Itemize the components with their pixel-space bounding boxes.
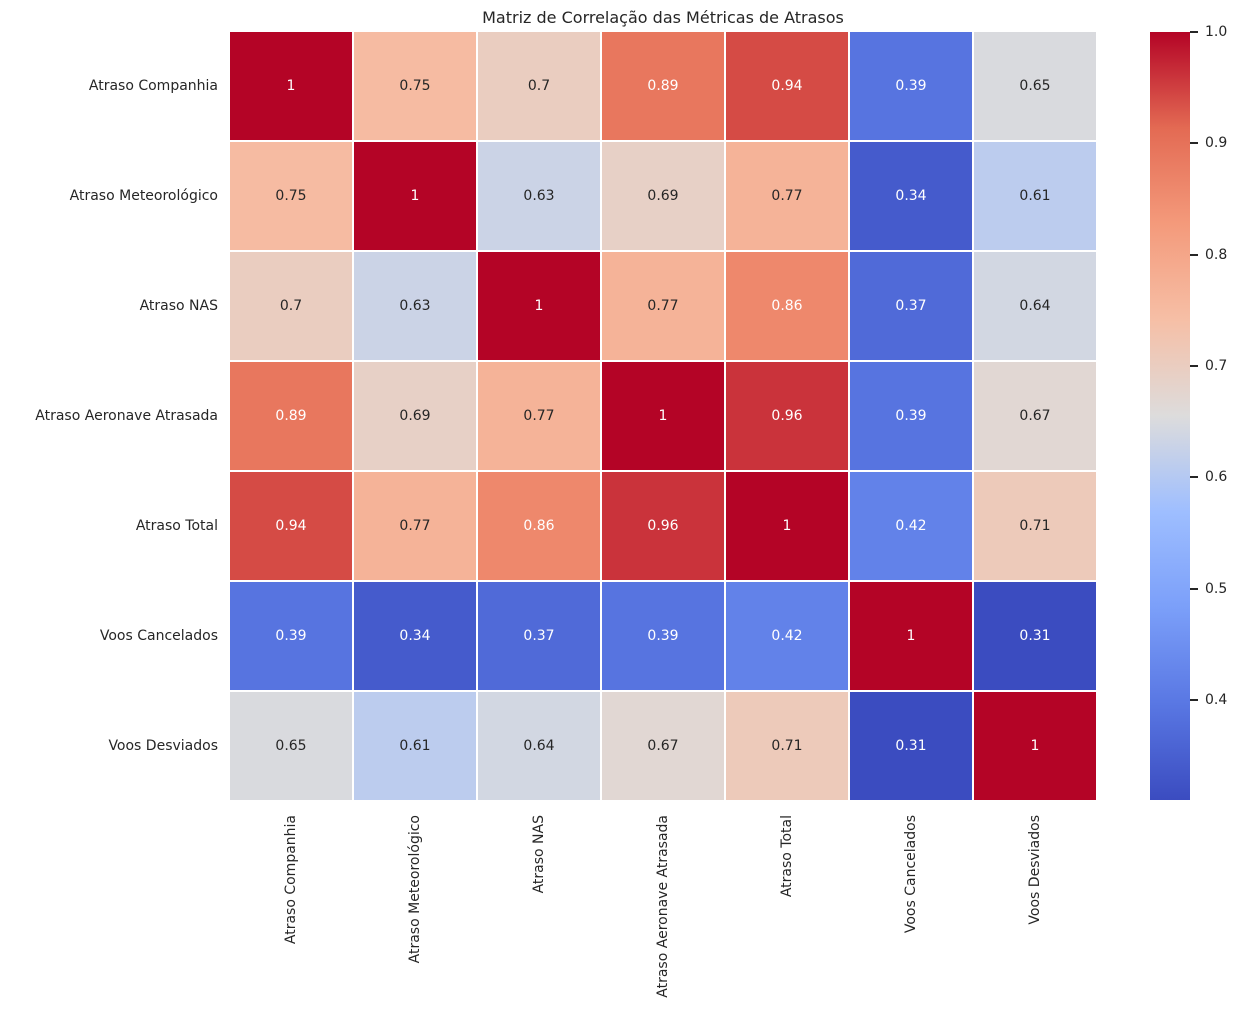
colorbar-tick-mark <box>1190 364 1198 367</box>
heatmap-cell: 0.69 <box>602 142 724 250</box>
heatmap-cell: 1 <box>974 692 1096 800</box>
x-tick-label: Atraso Meteorológico <box>407 815 423 964</box>
colorbar-tick-mark <box>1190 31 1198 33</box>
heatmap-cell: 0.69 <box>354 362 476 470</box>
heatmap-cell: 0.77 <box>478 362 600 470</box>
heatmap-cell: 0.39 <box>850 32 972 140</box>
heatmap-cell: 1 <box>726 472 848 580</box>
heatmap-cell: 0.31 <box>974 582 1096 690</box>
heatmap-cell: 0.89 <box>602 32 724 140</box>
x-tick-label: Atraso Aeronave Atrasada <box>655 815 671 998</box>
heatmap-cell: 1 <box>602 362 724 470</box>
colorbar-tick-label: 0.4 <box>1205 691 1228 708</box>
heatmap-cell: 0.71 <box>726 692 848 800</box>
heatmap-cell: 0.75 <box>354 32 476 140</box>
x-tick-label: Voos Cancelados <box>903 815 919 934</box>
heatmap-cell: 0.39 <box>602 582 724 690</box>
heatmap-grid: 1 0.75 0.7 0.89 0.94 0.39 0.65 0.75 1 0.63 0.69 0.7… <box>230 32 1096 800</box>
colorbar-tick-mark <box>1190 587 1198 590</box>
heatmap-cell: 0.71 <box>974 472 1096 580</box>
colorbar-tick-mark <box>1190 476 1198 479</box>
heatmap-cell: 0.37 <box>478 582 600 690</box>
y-tick-label: Atraso Companhia <box>88 78 218 94</box>
y-tick-label: Voos Cancelados <box>99 628 218 644</box>
heatmap-cell: 0.64 <box>974 252 1096 360</box>
heatmap-cell: 0.94 <box>230 472 352 580</box>
colorbar-tick-label: 1.0 <box>1205 24 1228 40</box>
heatmap-cell: 0.39 <box>850 362 972 470</box>
y-tick-label: Atraso Aeronave Atrasada <box>35 408 218 424</box>
heatmap-cell: 0.77 <box>354 472 476 580</box>
heatmap-cell: 0.39 <box>230 582 352 690</box>
heatmap-cell: 0.7 <box>478 32 600 140</box>
heatmap-cell: 0.65 <box>230 692 352 800</box>
colorbar-tick-mark <box>1190 142 1198 145</box>
heatmap-cell: 0.94 <box>726 32 848 140</box>
heatmap-cell: 1 <box>354 142 476 250</box>
heatmap-cell: 1 <box>478 252 600 360</box>
heatmap-cell: 0.31 <box>850 692 972 800</box>
heatmap-cell: 0.96 <box>726 362 848 470</box>
heatmap-cell: 1 <box>230 32 352 140</box>
heatmap-cell: 0.42 <box>726 582 848 690</box>
y-tick-label: Atraso Total <box>135 518 218 534</box>
heatmap-cell: 0.96 <box>602 472 724 580</box>
heatmap-cell: 0.61 <box>974 142 1096 250</box>
colorbar-tick-label: 0.7 <box>1205 357 1228 374</box>
colorbar-tick-label: 0.8 <box>1205 246 1228 263</box>
colorbar-tick-label: 0.9 <box>1205 135 1228 152</box>
heatmap-cell: 0.63 <box>354 252 476 360</box>
colorbar-tick-mark <box>1190 253 1198 256</box>
colorbar-tick-label: 0.5 <box>1205 580 1228 597</box>
heatmap-cell: 0.77 <box>602 252 724 360</box>
heatmap-cell: 0.37 <box>850 252 972 360</box>
x-tick-label: Atraso Companhia <box>283 815 299 945</box>
x-tick-label: Voos Desviados <box>1027 815 1043 925</box>
x-tick-label: Atraso NAS <box>531 815 547 894</box>
x-tick-label: Atraso Total <box>779 815 795 898</box>
colorbar <box>1150 32 1190 800</box>
heatmap-cell: 0.67 <box>974 362 1096 470</box>
heatmap-cell: 0.34 <box>354 582 476 690</box>
heatmap-cell: 0.89 <box>230 362 352 470</box>
heatmap-cell: 0.61 <box>354 692 476 800</box>
colorbar-tick-mark <box>1190 698 1198 701</box>
heatmap-cell: 1 <box>850 582 972 690</box>
chart-title: Matriz de Correlação das Métricas de Atr… <box>482 8 844 27</box>
y-tick-label: Atraso Meteorológico <box>69 188 218 204</box>
y-tick-label: Atraso NAS <box>139 298 218 314</box>
heatmap-cell: 0.86 <box>726 252 848 360</box>
heatmap-cell: 0.34 <box>850 142 972 250</box>
heatmap-cell: 0.86 <box>478 472 600 580</box>
heatmap-cell: 0.7 <box>230 252 352 360</box>
heatmap-cell: 0.75 <box>230 142 352 250</box>
colorbar-tick-label: 0.6 <box>1205 469 1228 486</box>
y-tick-label: Voos Desviados <box>108 738 218 754</box>
heatmap-cell: 0.63 <box>478 142 600 250</box>
heatmap-cell: 0.67 <box>602 692 724 800</box>
heatmap-cell: 0.42 <box>850 472 972 580</box>
heatmap-cell: 0.64 <box>478 692 600 800</box>
heatmap-cell: 0.77 <box>726 142 848 250</box>
heatmap-cell: 0.65 <box>974 32 1096 140</box>
